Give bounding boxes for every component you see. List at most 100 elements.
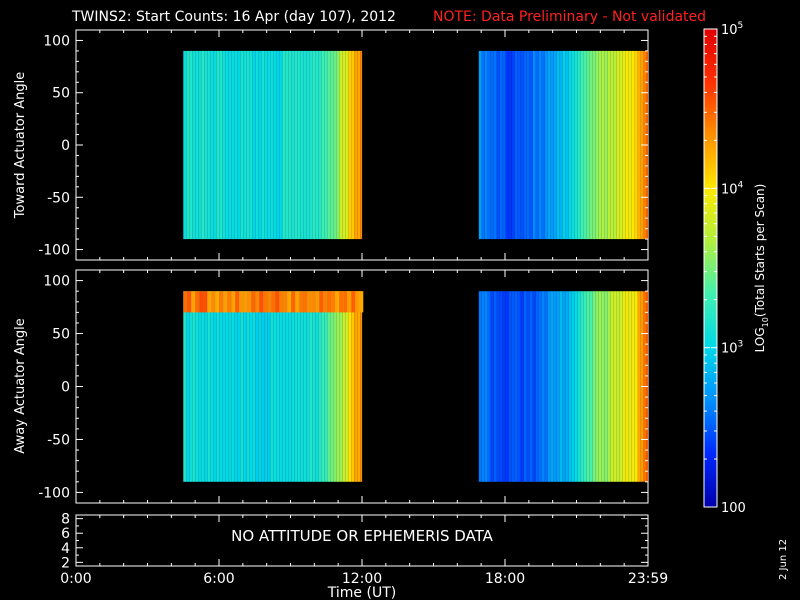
heatmap-column [222, 291, 226, 482]
heatmap-column [568, 291, 572, 482]
heatmap-column [628, 291, 632, 482]
heatmap-band-cell [215, 291, 220, 313]
heatmap-column [625, 291, 629, 482]
heatmap-column [342, 291, 346, 482]
heatmap-column [616, 50, 620, 240]
heatmap-column [207, 291, 211, 482]
heatmap-column [267, 50, 271, 240]
away-heatmap [183, 291, 648, 482]
colorbar-scale [704, 29, 717, 507]
heatmap-band-cell [343, 291, 348, 313]
heatmap-column [300, 50, 304, 240]
heatmap-column [231, 291, 235, 482]
heatmap-column [282, 50, 286, 240]
y-tick-label: 50 [52, 86, 70, 102]
heatmap-column [478, 50, 482, 240]
heatmap-column [553, 291, 557, 482]
heatmap-column [351, 291, 355, 482]
heatmap-column [270, 291, 274, 482]
heatmap-column [252, 50, 256, 240]
y-tick-label: -100 [38, 243, 70, 259]
heatmap-column [249, 291, 253, 482]
heatmap-column [484, 50, 488, 240]
heatmap-column [351, 50, 355, 240]
heatmap-column [538, 50, 542, 240]
heatmap-column [330, 50, 334, 240]
y-tick-label: -50 [47, 432, 70, 448]
heatmap-column [604, 50, 608, 240]
heatmap-column [285, 291, 289, 482]
heatmap-column [637, 291, 641, 482]
heatmap-column [261, 291, 265, 482]
heatmap-column [297, 50, 301, 240]
y-tick-label: -50 [47, 190, 70, 206]
heatmap-column [258, 50, 262, 240]
heatmap-column [348, 50, 352, 240]
heatmap-column [520, 291, 524, 482]
heatmap-column [499, 50, 503, 240]
heatmap-column [303, 291, 307, 482]
heatmap-column [526, 291, 530, 482]
heatmap-column [216, 50, 220, 240]
heatmap-column [592, 291, 596, 482]
heatmap-column [529, 50, 533, 240]
heatmap-column [565, 50, 569, 240]
heatmap-column [490, 50, 494, 240]
heatmap-band-cell [351, 291, 356, 313]
heatmap-column [628, 50, 632, 240]
heatmap-column [207, 50, 211, 240]
heatmap-column [294, 50, 298, 240]
heatmap-column [198, 291, 202, 482]
heatmap-column [345, 50, 349, 240]
heatmap-band-cell [275, 291, 280, 313]
heatmap-column [637, 50, 641, 240]
y-tick-label: 0 [61, 380, 70, 396]
heatmap-column [336, 50, 340, 240]
heatmap-column [228, 50, 232, 240]
heatmap-column [595, 291, 599, 482]
heatmap-band-cell [355, 291, 360, 313]
y-tick-label: 2 [61, 555, 70, 571]
heatmap-column [559, 50, 563, 240]
heatmap-column [607, 291, 611, 482]
heatmap-column [634, 50, 638, 240]
heatmap-column [523, 291, 527, 482]
away-y-axis-label: Away Actuator Angle [13, 318, 28, 453]
heatmap-column [249, 50, 253, 240]
heatmap-column [195, 50, 199, 240]
heatmap-column [276, 291, 280, 482]
heatmap-column [553, 50, 557, 240]
toward-heatmap [183, 50, 648, 240]
colorbar-tick-label: 105 [721, 21, 743, 38]
heatmap-column [481, 291, 485, 482]
heatmap-column [511, 50, 515, 240]
heatmap-column [201, 50, 205, 240]
heatmap-column [634, 291, 638, 482]
heatmap-column [601, 50, 605, 240]
heatmap-column [339, 50, 343, 240]
x-tick-label: 6:00 [203, 571, 234, 587]
heatmap-column [246, 291, 250, 482]
heatmap-column [541, 291, 545, 482]
heatmap-column [300, 291, 304, 482]
heatmap-column [195, 291, 199, 482]
heatmap-column [532, 291, 536, 482]
away-y-ticks: 100 50 0 -50 -100 [38, 274, 648, 501]
heatmap-column [189, 291, 193, 482]
heatmap-column [544, 291, 548, 482]
heatmap-column [583, 50, 587, 240]
heatmap-column [192, 50, 196, 240]
x-tick-label: 23:59 [628, 571, 668, 587]
heatmap-column [571, 50, 575, 240]
heatmap-column [270, 50, 274, 240]
heatmap-column [535, 291, 539, 482]
heatmap-column [240, 50, 244, 240]
heatmap-column [505, 50, 509, 240]
heatmap-column [550, 291, 554, 482]
away-actuator-panel: 100 50 0 -50 -100 Away Actuator Angle [13, 269, 649, 504]
heatmap-column [490, 291, 494, 482]
heatmap-band-cell [239, 291, 244, 313]
x-axis-label: Time (UT) [327, 585, 396, 600]
heatmap-band-cell [335, 291, 340, 313]
